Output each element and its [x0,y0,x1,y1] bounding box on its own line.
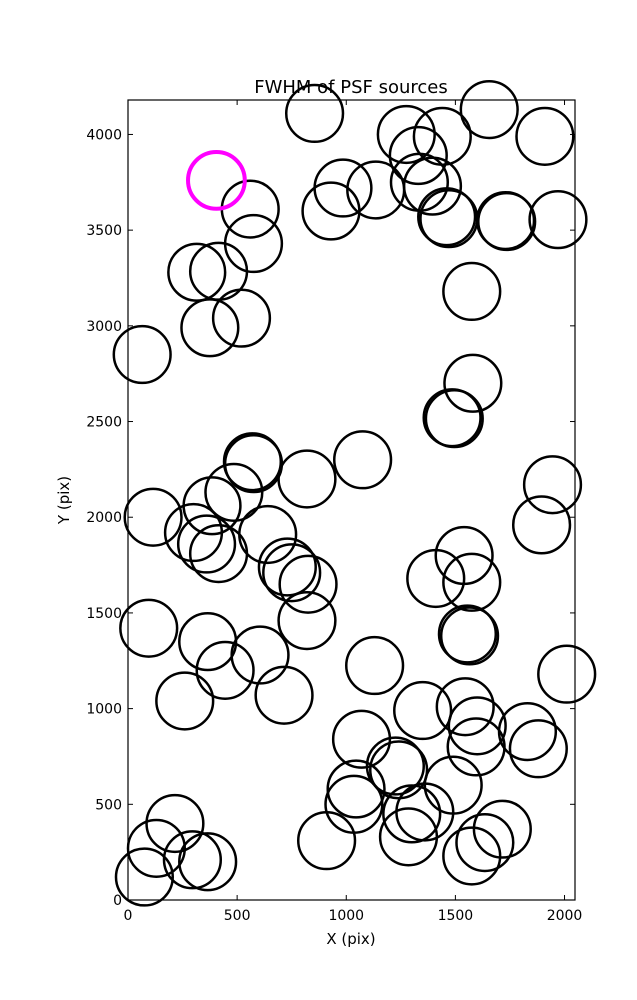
y-tick-label-3500: 3500 [86,223,122,239]
source-circle-81 [114,847,174,907]
y-tick-label-0: 0 [113,893,122,909]
source-circle-9 [389,152,450,212]
y-axis-label: Y (pix) [55,476,73,525]
source-circle-80 [178,832,238,892]
y-tick-label-1000: 1000 [86,702,122,718]
y-tick-label-500: 500 [95,797,122,813]
source-circle-59 [393,680,453,741]
source-circle-35 [123,487,183,547]
source-circle-14 [419,189,479,249]
source-circle-32 [522,455,583,515]
source-circle-23 [180,298,240,358]
source-circle-58 [435,677,495,737]
source-circle-22 [211,288,272,348]
x-axis: 0 500 1000 1500 2000 [124,100,583,924]
source-circle-19 [167,242,227,302]
source-circle-21 [442,261,502,322]
source-circle-64 [508,719,568,779]
y-tick-label-4000: 4000 [86,127,122,143]
x-tick-label-1000: 1000 [328,908,364,924]
source-circle-73 [472,799,532,859]
source-circle-55 [537,644,597,704]
source-circle-48 [119,598,179,658]
plot-frame [127,99,576,901]
source-circle-25 [443,353,503,413]
source-circle-3 [376,104,436,165]
source-circle-17 [528,189,588,250]
source-circle-24 [112,324,172,385]
chart-marks [112,79,597,907]
x-tick-label-0: 0 [124,908,133,924]
source-circle-6 [388,125,448,186]
source-circle-36 [511,495,572,555]
source-circle-4 [412,106,472,166]
source-circle-68 [326,759,386,819]
source-circle-40 [188,523,249,584]
source-circle-10 [402,156,463,216]
source-circle-1 [284,83,345,144]
source-circle-44 [406,548,466,609]
source-circle-53 [345,635,405,696]
source-circle-61 [497,701,558,762]
source-circle-47 [277,590,337,651]
source-circle-12 [301,181,361,241]
highlight-circle-1 [186,150,247,211]
source-circle-46 [278,554,338,614]
source-circle-60 [447,696,507,756]
source-circle-52 [230,625,290,685]
source-circle-49 [437,604,498,664]
source-circle-63 [446,717,506,777]
source-circle-42 [257,537,317,597]
source-circle-65 [365,736,425,796]
x-tick-label-500: 500 [224,908,251,924]
source-circle-57 [155,671,215,731]
source-circle-74 [378,807,439,867]
source-circle-37 [163,502,224,563]
source-circle-45 [442,552,502,612]
y-tick-label-1500: 1500 [86,606,122,622]
source-circle-28 [333,430,393,490]
source-circle-8 [346,160,406,220]
x-tick-label-1500: 1500 [438,908,474,924]
source-circle-31 [277,449,337,509]
source-circle-13 [417,187,477,247]
chart-title: FWHM of PSF sources [254,77,448,98]
source-circle-27 [424,389,484,449]
source-circle-2 [459,79,519,140]
source-circle-75 [296,811,357,871]
x-tick-label-2000: 2000 [547,908,583,924]
y-tick-label-3000: 3000 [86,319,122,335]
y-tick-label-2000: 2000 [86,510,122,526]
source-circle-76 [455,812,515,873]
source-circle-54 [195,640,255,700]
source-circle-50 [439,606,500,666]
source-circle-62 [331,709,392,769]
y-axis: 0 500 1000 1500 2000 2500 3000 3500 4000 [86,127,575,909]
source-circle-77 [126,818,186,878]
x-axis-label: X (pix) [326,930,375,948]
source-circle-39 [176,514,237,574]
source-circle-16 [477,191,537,252]
source-circle-69 [324,774,384,834]
y-tick-label-2500: 2500 [86,415,122,431]
source-circle-7 [313,158,373,218]
source-circle-43 [262,543,322,603]
source-circle-33 [204,462,264,522]
source-circle-78 [442,826,502,886]
source-circle-79 [162,830,223,890]
source-circle-56 [254,665,314,725]
source-circle-18 [223,213,284,274]
source-circle-5 [515,106,575,166]
source-circle-72 [145,793,205,854]
